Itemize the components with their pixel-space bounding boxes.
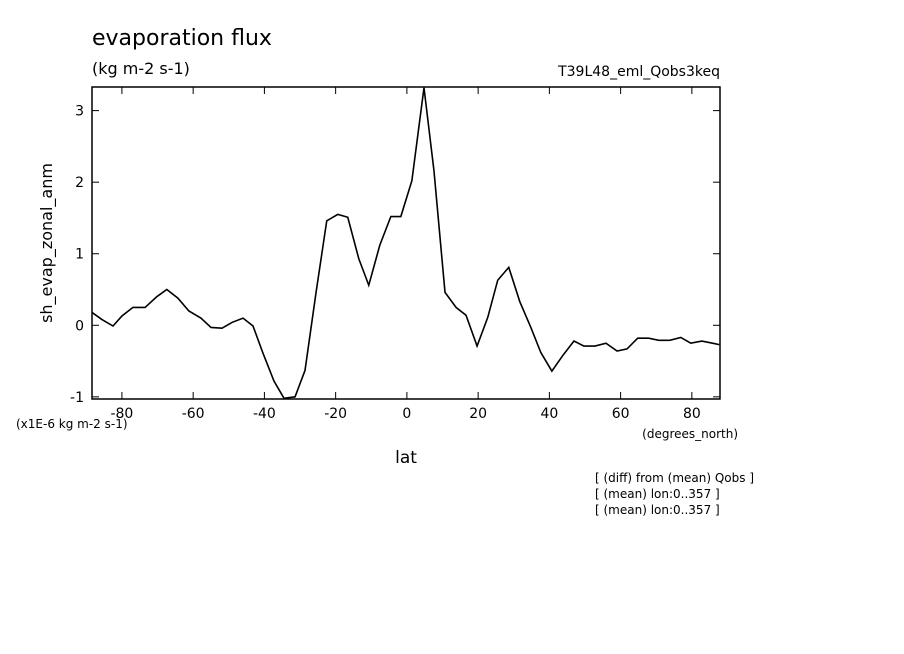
x-tick-label: 40 bbox=[540, 406, 558, 422]
note: [ (diff) from (mean) Qobs ] bbox=[595, 471, 754, 485]
y-tick-label: 1 bbox=[75, 247, 84, 263]
run-label: T39L48_eml_Qobs3keq bbox=[557, 64, 720, 80]
y-tick-label: 3 bbox=[75, 104, 84, 120]
note: [ (mean) lon:0..357 ] bbox=[595, 503, 720, 517]
y-axis-label: sh_evap_zonal_anm bbox=[37, 163, 57, 323]
note: [ (mean) lon:0..357 ] bbox=[595, 487, 720, 501]
y-units: (x1E-6 kg m-2 s-1) bbox=[16, 417, 128, 431]
x-tick-label: 60 bbox=[612, 406, 630, 422]
x-tick-label: 0 bbox=[402, 406, 411, 422]
y-tick-label: 0 bbox=[75, 318, 84, 334]
y-tick-label: 2 bbox=[75, 175, 84, 191]
chart-title: evaporation flux bbox=[92, 26, 272, 51]
y-tick-label: -1 bbox=[70, 390, 84, 406]
data-line bbox=[91, 87, 720, 400]
x-tick-label: -20 bbox=[324, 406, 347, 422]
x-tick-label: -60 bbox=[182, 406, 205, 422]
plot-frame bbox=[91, 86, 721, 400]
chart-subtitle: (kg m-2 s-1) bbox=[92, 59, 190, 78]
x-tick-label: 80 bbox=[683, 406, 701, 422]
x-tick-label: 20 bbox=[469, 406, 487, 422]
x-tick-label: -80 bbox=[110, 406, 133, 422]
x-units: (degrees_north) bbox=[642, 427, 738, 441]
x-axis-label: lat bbox=[395, 448, 417, 468]
x-tick-label: -40 bbox=[253, 406, 276, 422]
